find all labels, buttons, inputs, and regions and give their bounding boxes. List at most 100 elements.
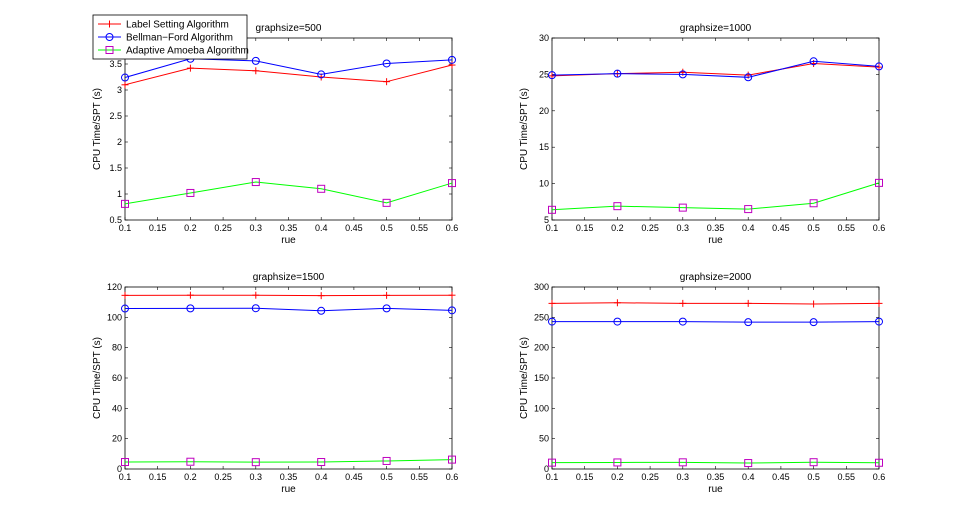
series-3 [121, 178, 456, 208]
x-tick-label: 0.1 [119, 472, 132, 482]
y-tick-label: 60 [112, 373, 122, 383]
x-tick-label: 0.45 [345, 472, 363, 482]
x-tick-label: 0.1 [546, 472, 559, 482]
subplot-4: 0.1 0.15 0.2 0.25 0.3 0.35 0.4 0.45 0.5 0.55 0.6 0 5… [519, 272, 885, 495]
x-tick-label: 0.15 [149, 223, 167, 233]
series-line [124, 58, 453, 79]
legend-label: Label Setting Algorithm [126, 20, 229, 31]
series-3 [548, 458, 883, 468]
x-tick-label: 0.4 [315, 223, 328, 233]
marker-circle-4 [382, 59, 391, 68]
marker-square-0 [121, 458, 129, 467]
marker-square-5 [875, 178, 883, 187]
subplot-1: 0.1 0.15 0.2 0.25 0.3 0.35 0.4 0.45 0.5 0.55 0.6 0.… [92, 23, 458, 246]
y-tick-label: 50 [539, 434, 549, 444]
y-axis-label: CPU Time/SPT (s) [92, 337, 103, 419]
y-tick-label: 3 [117, 85, 122, 95]
series-line [551, 60, 880, 78]
marker-square-2 [251, 458, 260, 467]
x-tick-label: 0.2 [611, 223, 624, 233]
y-axis-label: CPU Time/SPT (s) [92, 88, 103, 170]
marker-circle-1 [186, 304, 195, 313]
x-tick-label: 0.55 [411, 472, 429, 482]
x-tick-label: 0.55 [838, 223, 856, 233]
marker-circle-2 [678, 70, 687, 79]
chart-title: graphsize=500 [256, 23, 322, 34]
marker-square-1 [613, 202, 622, 211]
x-tick-label: 0.45 [772, 223, 790, 233]
x-tick-label: 0.15 [576, 223, 594, 233]
marker-circle-3 [317, 306, 326, 315]
marker-square-2 [105, 46, 114, 54]
series-1 [548, 299, 883, 308]
axes-box [124, 37, 453, 221]
series-3 [548, 178, 883, 214]
marker-square-5 [448, 179, 456, 188]
marker-circle-4 [809, 57, 818, 66]
y-tick-label: 120 [107, 282, 122, 292]
y-tick-label: 20 [539, 106, 549, 116]
y-tick-label: 40 [112, 403, 122, 413]
x-tick-label: 0.3 [677, 223, 690, 233]
y-axis-label: CPU Time/SPT (s) [519, 337, 530, 419]
legend: Label Setting Algorithm Bellman−Ford Algo… [92, 14, 249, 60]
series-1 [121, 291, 456, 300]
marker-square-0 [548, 205, 556, 214]
y-tick-label: 0 [544, 464, 549, 474]
marker-circle-2 [678, 317, 687, 326]
marker-circle-4 [809, 318, 818, 327]
marker-circle-0 [548, 71, 556, 80]
marker-square-0 [548, 458, 556, 467]
marker-square-5 [875, 458, 883, 467]
marker-square-1 [186, 457, 195, 466]
marker-circle-1 [613, 317, 622, 326]
x-tick-label: 0.45 [345, 223, 363, 233]
marker-circle-5 [448, 306, 456, 315]
marker-square-3 [744, 205, 753, 214]
legend-label: Bellman−Ford Algorithm [126, 33, 233, 44]
axes-box [551, 286, 880, 470]
x-axis-label: rue [281, 235, 296, 246]
marker-circle-0 [121, 73, 129, 82]
marker-square-2 [678, 203, 687, 212]
y-tick-label: 80 [112, 343, 122, 353]
legend-entry-2: Bellman−Ford Algorithm [98, 33, 233, 44]
y-tick-label: 1 [117, 189, 122, 199]
subplot-2: 0.1 0.15 0.2 0.25 0.3 0.35 0.4 0.45 0.5 0.55 0.6 5 1… [519, 23, 885, 246]
y-tick-label: 15 [539, 142, 549, 152]
marker-square-3 [317, 458, 326, 467]
legend-label: Adaptive Amoeba Algorithm [126, 46, 249, 57]
x-tick-label: 0.25 [641, 472, 659, 482]
x-tick-label: 0.1 [119, 223, 132, 233]
marker-circle-0 [548, 317, 556, 326]
y-tick-label: 0 [117, 464, 122, 474]
x-tick-label: 0.5 [807, 472, 820, 482]
x-tick-label: 0.1 [546, 223, 559, 233]
x-axis-label: rue [281, 484, 296, 495]
x-tick-label: 0.55 [411, 223, 429, 233]
marker-square-3 [744, 459, 753, 468]
marker-square-2 [678, 458, 687, 467]
y-axis-label: CPU Time/SPT (s) [519, 88, 530, 170]
marker-square-4 [809, 199, 818, 208]
y-tick-label: 30 [539, 33, 549, 43]
x-tick-label: 0.15 [149, 472, 167, 482]
marker-square-0 [121, 199, 129, 208]
y-tick-label: 250 [534, 312, 549, 322]
marker-circle-2 [251, 304, 260, 313]
y-tick-label: 3.5 [109, 59, 122, 69]
x-tick-label: 0.2 [184, 223, 197, 233]
marker-circle-0 [121, 304, 129, 313]
marker-circle-3 [317, 70, 326, 79]
x-tick-label: 0.5 [807, 223, 820, 233]
x-tick-label: 0.25 [641, 223, 659, 233]
y-tick-label: 300 [534, 282, 549, 292]
x-tick-label: 0.35 [707, 472, 725, 482]
marker-square-3 [317, 184, 326, 193]
marker-square-4 [382, 198, 391, 207]
y-tick-label: 10 [539, 179, 549, 189]
x-tick-label: 0.6 [446, 472, 459, 482]
y-tick-label: 25 [539, 69, 549, 79]
marker-square-1 [613, 458, 622, 467]
